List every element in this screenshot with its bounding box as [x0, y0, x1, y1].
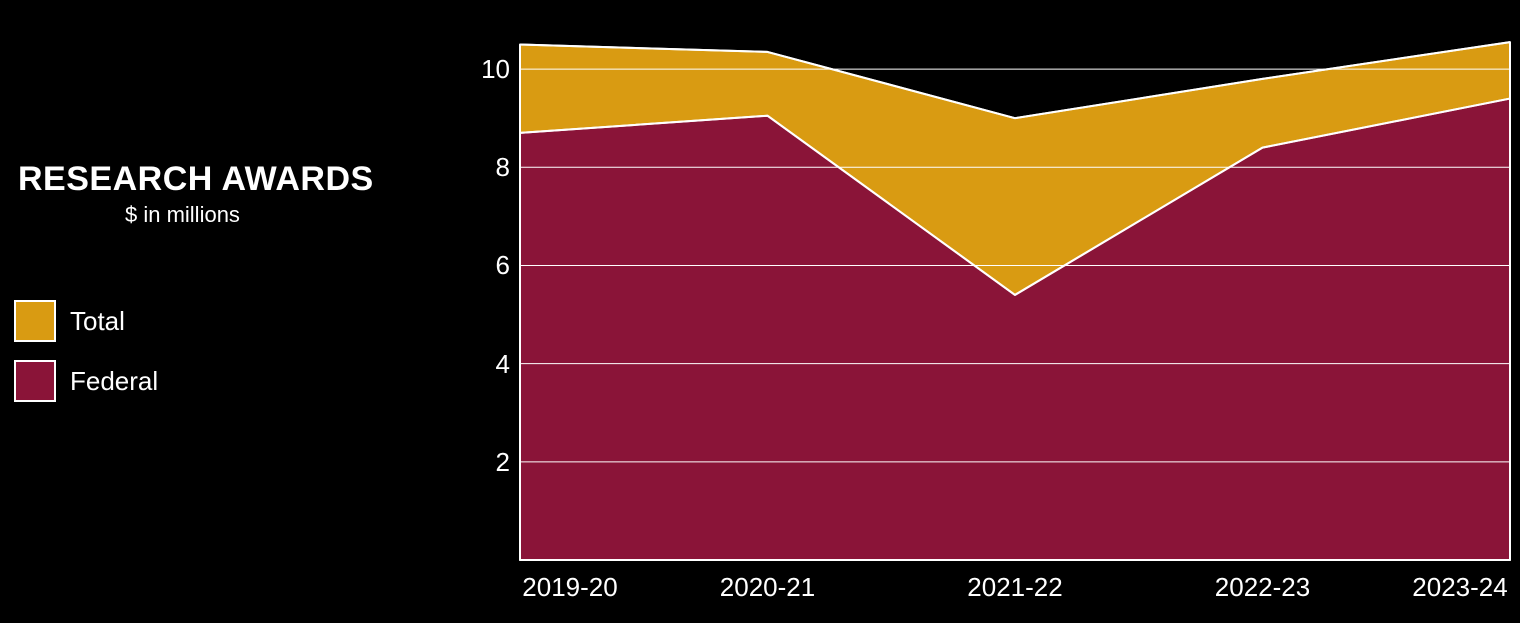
- legend-label-federal: Federal: [70, 366, 158, 397]
- plot-svg: [460, 0, 1512, 562]
- y-tick-label: 2: [460, 447, 510, 478]
- chart-title: RESEARCH AWARDS: [18, 160, 374, 199]
- x-tick-label: 2022-23: [1215, 572, 1310, 603]
- left-panel: RESEARCH AWARDS $ in millions Total Fede…: [0, 0, 450, 623]
- x-tick-label: 2021-22: [967, 572, 1062, 603]
- x-tick-label: 2020-21: [720, 572, 815, 603]
- legend-label-total: Total: [70, 306, 125, 337]
- chart-subtitle: $ in millions: [125, 202, 240, 228]
- chart-container: RESEARCH AWARDS $ in millions Total Fede…: [0, 0, 1520, 623]
- y-tick-label: 10: [460, 54, 510, 85]
- legend-swatch-federal: [14, 360, 56, 402]
- chart-area: 2 4 6 8 10 2019-20 2020-21 2021-22 2022-23 2023-2…: [460, 0, 1520, 623]
- legend-item-federal: Federal: [14, 360, 158, 402]
- legend-item-total: Total: [14, 300, 158, 342]
- y-tick-label: 6: [460, 250, 510, 281]
- x-tick-label: 2019-20: [522, 572, 617, 603]
- legend-swatch-total: [14, 300, 56, 342]
- y-tick-label: 4: [460, 349, 510, 380]
- y-tick-label: 8: [460, 152, 510, 183]
- legend: Total Federal: [14, 300, 158, 420]
- x-tick-label: 2023-24: [1412, 572, 1507, 603]
